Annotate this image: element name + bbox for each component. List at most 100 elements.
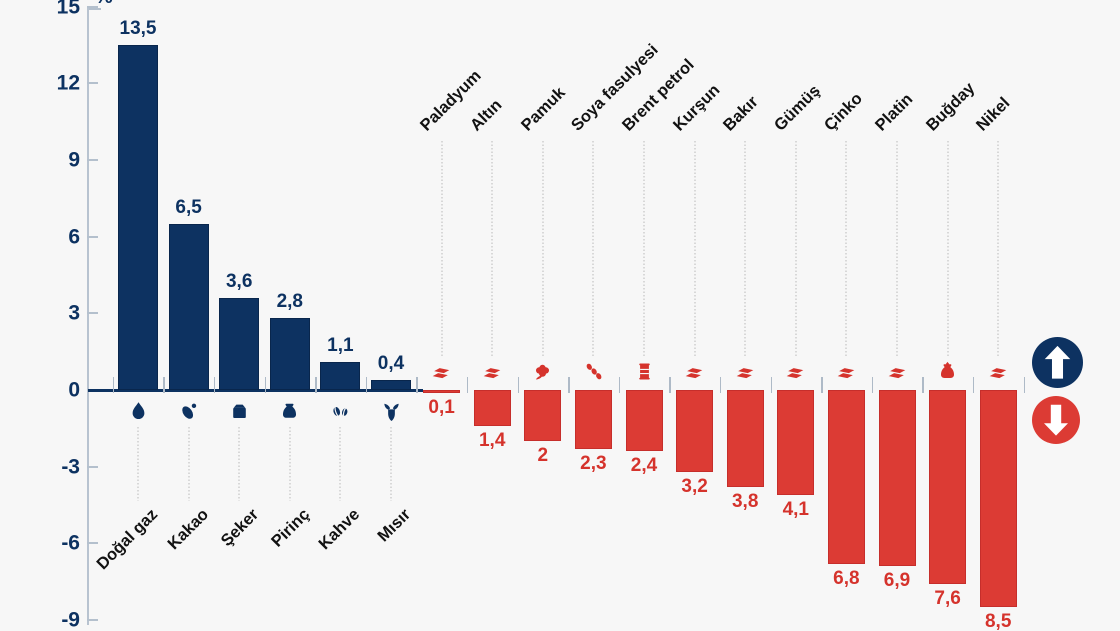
down-arrow-badge — [1032, 396, 1080, 444]
cocoa-pod-icon — [178, 401, 199, 422]
category-boundary-tick — [315, 377, 317, 393]
bar-soya-fasulyesi — [574, 390, 612, 449]
y-axis-line — [87, 8, 89, 625]
category-boundary-tick — [213, 377, 216, 393]
category-boundary-tick — [264, 377, 266, 393]
dotted-connector — [187, 427, 190, 501]
bar-value: 4,1 — [782, 498, 810, 520]
category-label-kakao: Kakao — [163, 505, 212, 554]
bar-value: 2,8 — [276, 291, 304, 313]
category-label-platin: Platin — [871, 90, 917, 135]
bar-bak-r — [726, 390, 764, 488]
category-label-pamuk: Pamuk — [517, 83, 569, 135]
wheat-sack-icon — [937, 361, 958, 382]
dotted-connector — [794, 141, 797, 357]
metal-ingot-icon — [836, 361, 857, 382]
dotted-connector — [491, 141, 494, 357]
bar-kur-un — [676, 390, 714, 472]
category-boundary-tick — [669, 377, 671, 393]
category-label-do-al-gaz: Doğal gaz — [93, 505, 162, 574]
dotted-connector — [238, 427, 241, 501]
bar-value: 2,3 — [580, 452, 607, 474]
dotted-connector — [744, 141, 747, 357]
metal-ingot-icon — [735, 361, 756, 382]
dotted-connector — [137, 427, 139, 501]
category-boundary-tick — [568, 377, 570, 393]
dotted-connector — [693, 141, 696, 357]
y-axis-tick — [87, 465, 98, 468]
y-axis-tick — [87, 82, 98, 85]
y-axis-tick — [87, 235, 98, 238]
bar-value: 3,6 — [225, 271, 253, 293]
bar-value: 2 — [537, 445, 549, 467]
up-arrow-badge — [1032, 337, 1083, 388]
category-label-bu-day: Buğday — [922, 79, 978, 135]
category-boundary-tick — [618, 377, 621, 393]
category-boundary-tick — [365, 377, 368, 393]
category-label--inko: Çinko — [821, 89, 867, 135]
category-boundary-tick — [112, 377, 115, 393]
coffee-beans-icon — [330, 401, 351, 422]
bar-kakao — [168, 223, 209, 390]
bar--inko — [827, 390, 865, 564]
y-axis-tick-label: 3 — [68, 301, 80, 325]
bar-value: 2,4 — [630, 455, 658, 477]
category-label-nikel: Nikel — [973, 93, 1014, 135]
metal-ingot-icon — [785, 361, 806, 382]
y-axis-tick-label: -6 — [61, 531, 80, 555]
category-boundary-tick — [719, 377, 722, 393]
metal-ingot-icon — [482, 361, 503, 382]
bar-value: 8,5 — [984, 611, 1012, 631]
metal-ingot-icon — [988, 361, 1009, 382]
y-axis-top-cap — [87, 8, 101, 10]
bar-value: 1,1 — [327, 334, 354, 356]
metal-ingot-icon — [431, 361, 452, 382]
category-boundary-tick — [466, 377, 469, 393]
oil-barrel-icon — [634, 361, 655, 382]
cotton-boll-icon — [532, 361, 553, 382]
bar-brent-petrol — [625, 390, 663, 452]
y-axis-tick-label: 6 — [68, 225, 80, 249]
bar-pamuk — [524, 390, 562, 442]
bar-value: 0,1 — [428, 396, 455, 418]
bar-value: 13,5 — [119, 18, 157, 40]
bar-value: 6,5 — [175, 196, 202, 218]
category-boundary-tick — [922, 377, 924, 393]
dotted-connector — [896, 141, 898, 357]
category-label-alt-n: Altın — [467, 95, 506, 135]
rice-sack-icon — [279, 401, 300, 422]
category-label-pirin-: Pirinç — [267, 505, 313, 551]
bar-nikel — [979, 390, 1017, 608]
bar-do-al-gaz — [118, 45, 158, 390]
bar-bu-day — [929, 390, 967, 585]
bar-value: 6,9 — [883, 570, 911, 592]
bar-pirin- — [269, 318, 310, 390]
category-label-kahve: Kahve — [315, 505, 364, 554]
y-axis-tick — [87, 159, 98, 162]
bar-value: 0,4 — [377, 352, 405, 374]
bar-value: 1,4 — [478, 429, 506, 451]
category-boundary-tick — [821, 377, 823, 393]
y-axis-tick-label: 12 — [56, 71, 80, 95]
y-axis-tick — [87, 5, 98, 8]
y-axis-tick-label: 15 — [56, 0, 80, 19]
bar-m-s-r — [371, 379, 411, 390]
bar-platin — [878, 390, 916, 567]
metal-ingot-icon — [887, 361, 908, 382]
bar-value: 6,8 — [833, 567, 860, 589]
category-label-g-m-: Gümüş — [770, 81, 824, 135]
bar-value: 3,2 — [681, 475, 708, 497]
dotted-connector — [946, 141, 949, 357]
y-axis-tick — [87, 312, 98, 315]
dotted-connector — [339, 427, 342, 501]
category-boundary-tick — [517, 377, 519, 393]
bar-value: 7,6 — [934, 588, 961, 610]
bar-alt-n — [473, 390, 511, 426]
dotted-connector — [592, 141, 595, 357]
dotted-connector — [288, 427, 291, 501]
dotted-connector — [541, 141, 544, 357]
bar-paladyum — [423, 390, 461, 393]
dotted-connector — [440, 141, 443, 357]
bar-kahve — [320, 361, 361, 390]
y-axis-tick-label: -3 — [61, 455, 80, 479]
